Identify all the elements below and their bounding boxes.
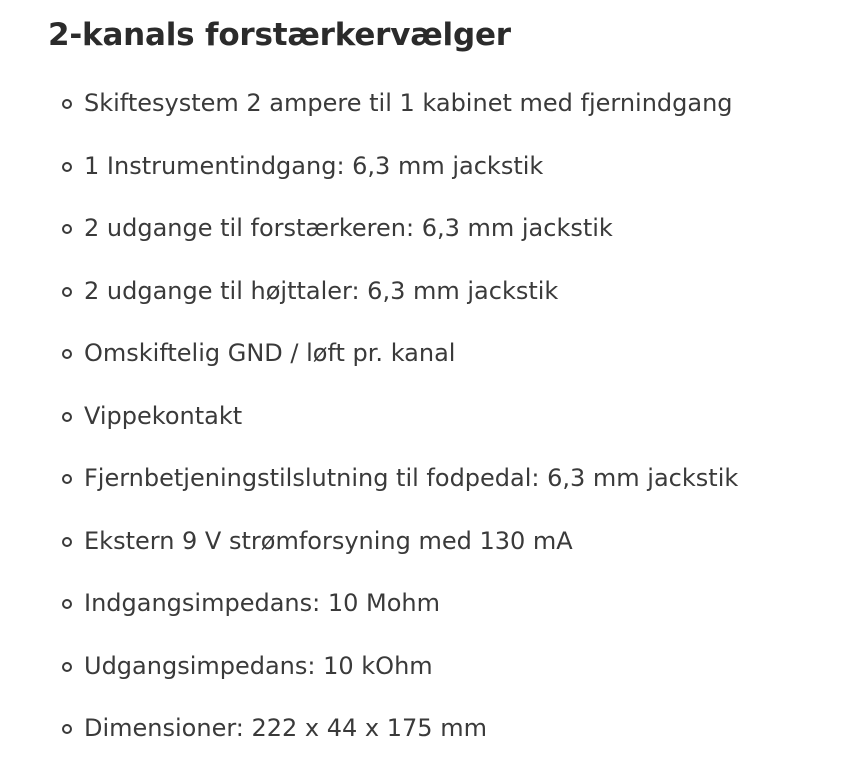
circle-bullet-icon bbox=[62, 474, 72, 484]
list-item-text: Vippekontakt bbox=[84, 401, 243, 430]
spec-list: Skiftesystem 2 ampere til 1 kabinet med … bbox=[0, 73, 864, 761]
list-item-text: Indgangsimpedans: 10 Mohm bbox=[84, 589, 440, 618]
circle-bullet-icon bbox=[62, 411, 72, 422]
list-item-text: Ekstern 9 V strømforsyning med 130 mA bbox=[84, 526, 573, 555]
list-item-text: 1 Instrumentindgang: 6,3 mm jackstik bbox=[84, 151, 544, 180]
list-item-text: Udgangsimpedans: 10 kOhm bbox=[84, 651, 433, 680]
circle-bullet-icon bbox=[62, 224, 72, 234]
list-item-text: 2 udgange til højttaler: 6,3 mm jackstik bbox=[84, 276, 559, 305]
circle-bullet-icon bbox=[62, 536, 72, 547]
list-item: Skiftesystem 2 ampere til 1 kabinet med … bbox=[62, 73, 864, 136]
list-item-text: Dimensioner: 222 x 44 x 175 mm bbox=[84, 714, 487, 743]
circle-bullet-icon bbox=[62, 349, 72, 359]
list-item: Udgangsimpedans: 10 kOhm bbox=[62, 635, 864, 698]
list-item-text: Omskiftelig GND / løft pr. kanal bbox=[84, 339, 456, 368]
circle-bullet-icon bbox=[62, 724, 72, 734]
circle-bullet-icon bbox=[62, 161, 72, 172]
circle-bullet-icon bbox=[62, 286, 72, 297]
list-item: Omskiftelig GND / løft pr. kanal bbox=[62, 323, 864, 386]
list-item: Fjernbetjeningstilslutning til fodpedal:… bbox=[62, 448, 864, 511]
page-title: 2-kanals forstærkervælger bbox=[48, 17, 511, 53]
circle-bullet-icon bbox=[62, 661, 72, 672]
list-item-text: Fjernbetjeningstilslutning til fodpedal:… bbox=[84, 464, 739, 493]
circle-bullet-icon bbox=[62, 99, 72, 109]
list-item: 1 Instrumentindgang: 6,3 mm jackstik bbox=[62, 135, 864, 198]
list-item-text: 2 udgange til forstærkeren: 6,3 mm jacks… bbox=[84, 214, 613, 243]
list-item: Dimensioner: 222 x 44 x 175 mm bbox=[62, 698, 864, 761]
list-item: 2 udgange til højttaler: 6,3 mm jackstik bbox=[62, 260, 864, 323]
list-item: Ekstern 9 V strømforsyning med 130 mA bbox=[62, 510, 864, 573]
circle-bullet-icon bbox=[62, 599, 72, 609]
list-item: Vippekontakt bbox=[62, 385, 864, 448]
list-item: Indgangsimpedans: 10 Mohm bbox=[62, 573, 864, 636]
list-item-text: Skiftesystem 2 ampere til 1 kabinet med … bbox=[84, 89, 733, 118]
list-item: 2 udgange til forstærkeren: 6,3 mm jacks… bbox=[62, 198, 864, 261]
